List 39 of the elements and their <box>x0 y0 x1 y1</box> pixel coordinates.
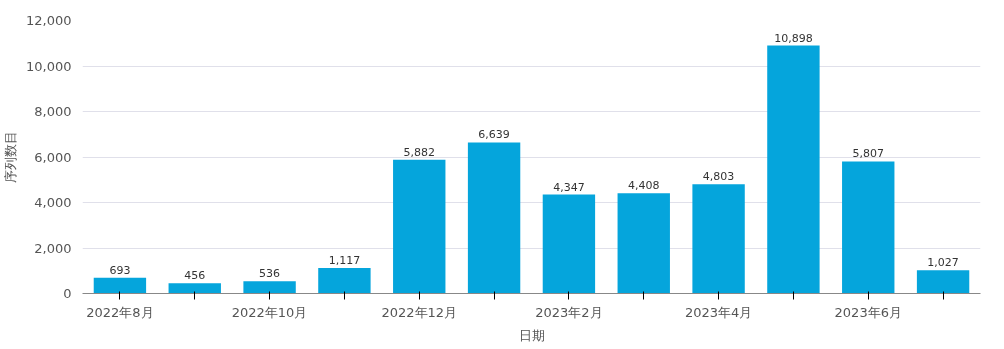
data-label: 4,408 <box>628 179 660 193</box>
data-label: 10,898 <box>774 31 813 45</box>
data-label: 5,807 <box>852 147 884 161</box>
bar <box>393 159 446 294</box>
x-axis-title: 日期 <box>518 327 545 343</box>
y-tick-label: 2,000 <box>34 240 72 256</box>
bar <box>467 142 521 294</box>
data-label: 4,347 <box>553 180 585 194</box>
x-tick-label: 2023年2月 <box>535 304 603 320</box>
y-tick-label: 10,000 <box>26 58 72 74</box>
x-tick-label: 2023年6月 <box>834 304 902 320</box>
bar <box>842 161 895 294</box>
bar <box>542 194 596 294</box>
data-label: 5,882 <box>403 145 435 159</box>
data-label: 6,639 <box>478 128 510 142</box>
y-tick-label: 0 <box>63 286 72 301</box>
bar <box>168 283 221 294</box>
bar <box>692 184 745 294</box>
x-tick-label: 2022年12月 <box>381 304 458 320</box>
y-tick-label: 4,000 <box>34 195 72 210</box>
bar <box>318 268 371 294</box>
data-label: 4,803 <box>702 170 735 184</box>
y-axis-title: 序列数目 <box>3 131 19 183</box>
data-label: 536 <box>259 267 281 281</box>
data-label: 456 <box>184 269 206 283</box>
data-label: 1,027 <box>927 256 959 270</box>
bar <box>617 193 670 294</box>
bar <box>93 277 147 294</box>
bar <box>916 270 970 294</box>
x-tick-label: 2022年8月 <box>86 304 154 320</box>
data-label: 1,117 <box>328 254 361 268</box>
data-label: 693 <box>109 263 131 277</box>
y-tick-label: 12,000 <box>26 13 72 28</box>
bar <box>767 45 820 294</box>
x-tick-label: 2022年10月 <box>231 304 308 320</box>
bar <box>243 281 296 294</box>
y-tick-label: 6,000 <box>34 149 72 165</box>
x-tick-label: 2023年4月 <box>684 304 753 320</box>
y-tick-label: 8,000 <box>34 104 72 119</box>
